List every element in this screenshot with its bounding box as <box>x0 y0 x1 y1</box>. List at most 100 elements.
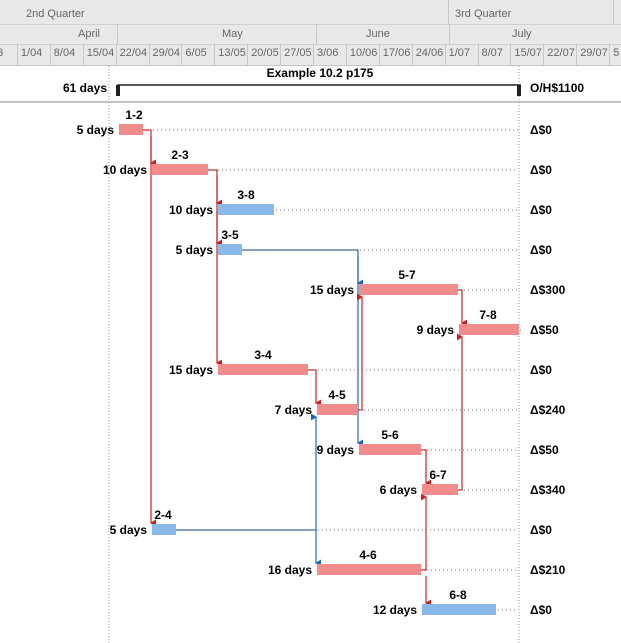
task-duration-label: 15 days <box>169 363 213 377</box>
month-label: June <box>366 28 390 40</box>
task-row: 4-5 7 days Δ$240 <box>275 388 566 417</box>
noncritical-task-bar[interactable] <box>152 524 176 535</box>
task-duration-label: 9 days <box>417 323 455 337</box>
task-id-label: 1-2 <box>125 108 143 122</box>
task-cost-label: Δ$340 <box>530 483 566 497</box>
task-cost-label: Δ$240 <box>530 403 566 417</box>
task-duration-label: 15 days <box>310 283 354 297</box>
month-divider <box>117 24 118 44</box>
task-duration-label: 10 days <box>169 203 213 217</box>
task-id-label: 2-3 <box>171 148 189 162</box>
task-id-label: 6-7 <box>429 468 447 482</box>
task-duration-label: 10 days <box>103 163 147 177</box>
week-divider <box>116 44 117 65</box>
critical-task-bar[interactable] <box>359 284 458 295</box>
critical-task-bar[interactable] <box>317 404 358 415</box>
week-label: 1/07 <box>448 47 471 59</box>
task-duration-label: 5 days <box>110 523 148 537</box>
task-row: 5-6 9 days Δ$50 <box>317 428 559 457</box>
summary-bar-start <box>116 85 120 96</box>
critical-task-bar[interactable] <box>119 124 143 135</box>
task-cost-label: Δ$0 <box>530 123 552 137</box>
task-duration-label: 5 days <box>176 243 214 257</box>
week-divider <box>445 44 446 65</box>
task-id-label: 3-8 <box>237 188 255 202</box>
task-duration-label: 12 days <box>373 603 417 617</box>
quarter-label: 3rd Quarter <box>455 8 512 20</box>
week-divider <box>17 44 18 65</box>
summary-cost: O/H$1100 <box>530 81 584 95</box>
dependency-link <box>308 369 321 407</box>
task-duration-label: 9 days <box>317 443 355 457</box>
noncritical-task-bar[interactable] <box>218 244 242 255</box>
noncritical-task-bar[interactable] <box>422 604 496 615</box>
task-id-label: 4-6 <box>359 548 377 562</box>
critical-task-bar[interactable] <box>459 324 519 335</box>
week-divider <box>280 44 281 65</box>
critical-task-bar[interactable] <box>359 444 421 455</box>
dependency-link <box>421 449 431 487</box>
week-divider <box>379 44 380 65</box>
week-divider <box>609 44 610 65</box>
week-label: 27/05 <box>284 47 312 59</box>
week-divider <box>346 44 347 65</box>
month-label: May <box>222 28 243 40</box>
task-cost-label: Δ$50 <box>530 323 559 337</box>
week-label: 24/06 <box>415 47 444 59</box>
task-id-label: 3-5 <box>221 228 239 242</box>
task-cost-label: Δ$0 <box>530 163 552 177</box>
month-label: April <box>78 28 101 40</box>
task-cost-label: Δ$50 <box>530 443 559 457</box>
week-divider <box>510 44 511 65</box>
task-id-label: 5-7 <box>398 268 416 282</box>
summary-bar[interactable] <box>117 84 521 95</box>
task-cost-label: Δ$210 <box>530 563 566 577</box>
noncritical-task-bar[interactable] <box>218 204 274 215</box>
task-cost-label: Δ$0 <box>530 243 552 257</box>
week-divider <box>478 44 479 65</box>
critical-task-bar[interactable] <box>422 484 458 495</box>
critical-task-bar[interactable] <box>317 564 421 575</box>
quarter-label: 2nd Quarter <box>26 8 85 20</box>
week-label: 15/07 <box>514 47 542 59</box>
critical-task-bar[interactable] <box>152 164 208 175</box>
summary-duration: 61 days <box>63 81 107 95</box>
week-divider <box>83 44 84 65</box>
quarter-divider <box>448 0 449 24</box>
task-duration-label: 5 days <box>77 123 115 137</box>
task-row: 3-5 5 days Δ$0 <box>176 228 553 257</box>
summary-title: Example 10.2 p175 <box>267 66 374 80</box>
week-label: 1/04 <box>20 47 43 59</box>
week-divider <box>313 44 314 65</box>
week-label: 8/04 <box>53 47 76 59</box>
week-divider <box>50 44 51 65</box>
week-divider <box>412 44 413 65</box>
task-cost-label: Δ$0 <box>530 203 552 217</box>
month-divider <box>316 24 317 44</box>
dependency-link <box>457 333 463 491</box>
task-row: 2-3 10 days Δ$0 <box>103 148 552 177</box>
week-label: 29/07 <box>580 47 608 59</box>
task-id-label: 7-8 <box>479 308 497 322</box>
task-id-label: 4-5 <box>328 388 346 402</box>
task-id-label: 5-6 <box>381 428 399 442</box>
dependency-link <box>421 493 427 571</box>
week-divider <box>247 44 248 65</box>
task-row: 3-4 15 days Δ$0 <box>169 348 552 377</box>
dependency-link <box>143 129 156 167</box>
week-label: 15/04 <box>86 47 115 59</box>
week-label: 22/04 <box>119 47 148 59</box>
critical-task-bar[interactable] <box>218 364 308 375</box>
month-label: July <box>512 28 532 40</box>
week-label: 29/04 <box>152 47 181 59</box>
task-row: 6-8 12 days Δ$0 <box>373 588 552 617</box>
task-cost-label: Δ$0 <box>530 523 552 537</box>
week-divider <box>181 44 182 65</box>
week-label: 3/06 <box>317 47 339 59</box>
week-label: 20/05 <box>251 47 279 59</box>
week-label: 10/06 <box>349 47 378 59</box>
task-row: 6-7 6 days Δ$340 <box>380 468 566 497</box>
task-duration-label: 7 days <box>275 403 313 417</box>
week-divider <box>543 44 544 65</box>
